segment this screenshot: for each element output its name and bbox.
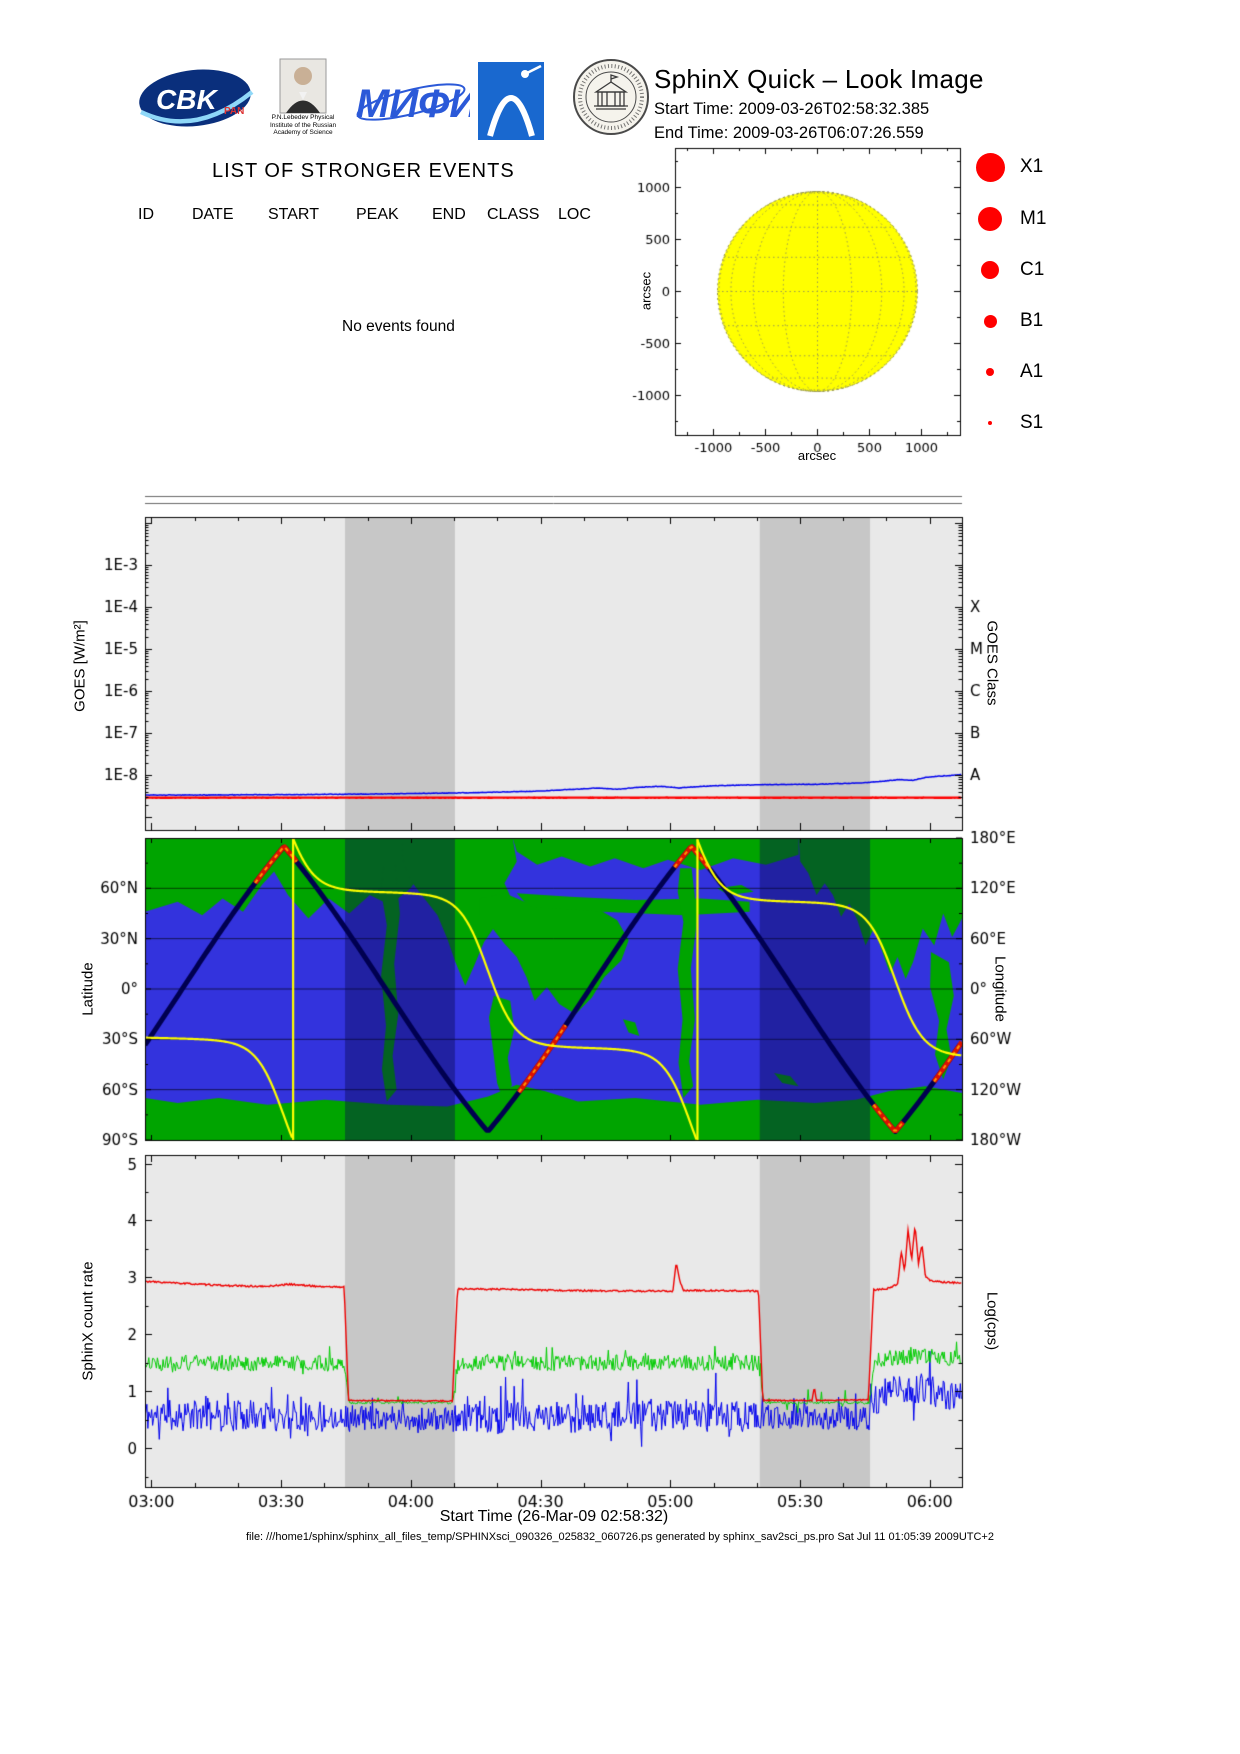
cbk-pan-logo: CBK PAN <box>136 60 258 145</box>
cbk-text: CBK <box>156 84 218 115</box>
lebedev-caption-line: Academy of Science <box>273 129 333 137</box>
gateway-arch-logo <box>478 62 544 145</box>
events-col-start: START <box>268 206 319 223</box>
time-series-plots <box>40 488 1040 1548</box>
title-block: SphinX Quick – Look Image Start Time: 20… <box>654 64 984 143</box>
flare-dot-x1 <box>975 152 1005 182</box>
flare-dot-b1 <box>983 314 997 328</box>
end-time-text: End Time: 2009-03-26T06:07:26.559 <box>654 124 924 142</box>
no-events-message: No events found <box>342 318 455 335</box>
legend-row-c1: C1 <box>968 254 1044 286</box>
legend-row-b1: B1 <box>968 305 1043 337</box>
logcps-axis-title: Log(cps) <box>983 1291 1001 1351</box>
latitude-axis-title: Latitude <box>79 962 97 1016</box>
legend-row-m1: M1 <box>968 203 1046 235</box>
lebedev-institute-logo: P.N.Lebedev Physical Institute of the Ru… <box>264 58 342 137</box>
legend-label-b1: B1 <box>1020 310 1044 331</box>
time-axis-title: Start Time (26-Mar-09 02:58:32) <box>439 1508 669 1525</box>
goes-class-axis-title: GOES Class <box>983 620 1001 706</box>
events-col-class: CLASS <box>487 206 540 223</box>
lebedev-portrait <box>279 58 327 114</box>
flare-dot-s1 <box>988 421 992 425</box>
lebedev-caption: P.N.Lebedev Physical Institute of the Ru… <box>264 114 342 137</box>
flare-dot-c1 <box>981 261 999 279</box>
mephi-logo: МИФИ <box>352 72 479 137</box>
legend-label-c1: C1 <box>1020 259 1045 280</box>
cbk-logo-graphic: CBK PAN <box>139 69 254 127</box>
arch-graphic <box>478 62 544 140</box>
count-rate-axis-title: SphinX count rate <box>79 1261 97 1381</box>
mephi-logo-graphic: МИФИ <box>356 82 479 126</box>
flare-dot-a1 <box>986 368 994 376</box>
university-seal-logo <box>572 58 650 141</box>
seal-graphic <box>573 59 649 135</box>
events-col-peak: PEAK <box>356 206 399 223</box>
events-col-end: END <box>432 206 466 223</box>
sun-y-axis-label: arcsec <box>638 271 654 311</box>
legend-label-a1: A1 <box>1020 361 1044 382</box>
legend-row-s1: S1 <box>968 407 1043 439</box>
legend-row-x1: X1 <box>968 151 1043 183</box>
sun-x-axis-label: arcsec <box>797 448 837 463</box>
solar-disk-plot <box>598 138 998 483</box>
lebedev-caption-line: Institute of the Russian <box>269 121 337 129</box>
start-time-text: Start Time: 2009-03-26T02:58:32.385 <box>654 100 930 118</box>
goes-flux-axis-title: GOES [W/m²] <box>71 620 89 712</box>
legend-row-a1: A1 <box>968 356 1043 388</box>
cbk-pan-text: PAN <box>224 106 244 117</box>
file-path-footer: file: ///home1/sphinx/sphinx_all_files_t… <box>246 1531 994 1543</box>
page-title: SphinX Quick – Look Image <box>654 64 984 94</box>
lebedev-caption-line: P.N.Lebedev Physical <box>271 114 335 121</box>
events-col-date: DATE <box>192 206 234 223</box>
legend-label-x1: X1 <box>1020 156 1044 177</box>
legend-label-m1: M1 <box>1020 208 1047 229</box>
legend-label-s1: S1 <box>1020 412 1044 433</box>
events-col-id: ID <box>138 206 154 223</box>
flare-dot-m1 <box>978 207 1002 231</box>
events-col-loc: LOC <box>558 206 591 223</box>
longitude-axis-title: Longitude <box>991 956 1009 1022</box>
events-list-title: LIST OF STRONGER EVENTS <box>212 160 515 182</box>
